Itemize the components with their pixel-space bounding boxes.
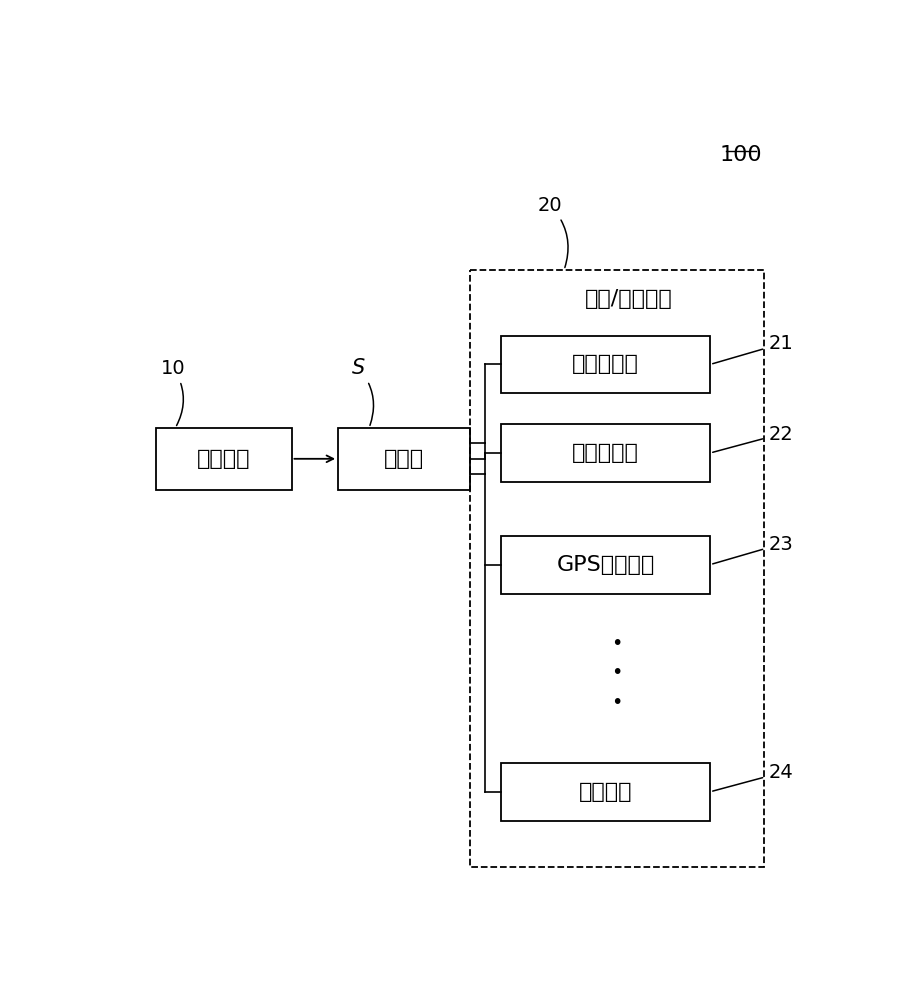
Text: 24: 24 — [713, 763, 793, 791]
Text: •: • — [612, 663, 622, 682]
Text: 100: 100 — [719, 145, 762, 165]
Text: 前置摄影机: 前置摄影机 — [572, 354, 639, 374]
Text: 控制主机: 控制主机 — [197, 449, 250, 469]
Text: S: S — [352, 358, 373, 425]
Bar — [469, 270, 765, 867]
Text: 20: 20 — [538, 196, 568, 268]
Bar — [501, 536, 710, 594]
Text: 10: 10 — [161, 359, 186, 426]
Text: 后置摄影机: 后置摄影机 — [572, 443, 639, 463]
Text: GPS定位装置: GPS定位装置 — [556, 555, 654, 575]
Text: 21: 21 — [713, 334, 793, 364]
Bar — [501, 763, 710, 821]
Bar — [501, 424, 710, 482]
Bar — [501, 336, 710, 393]
Text: •: • — [612, 693, 622, 712]
Text: 23: 23 — [713, 535, 793, 564]
Text: 输入/输出装置: 输入/输出装置 — [584, 289, 672, 309]
Text: 分接器: 分接器 — [384, 449, 424, 469]
Text: •: • — [612, 634, 622, 653]
Bar — [156, 428, 292, 490]
Text: 控制开关: 控制开关 — [579, 782, 632, 802]
Text: 22: 22 — [713, 425, 793, 452]
Bar — [338, 428, 469, 490]
